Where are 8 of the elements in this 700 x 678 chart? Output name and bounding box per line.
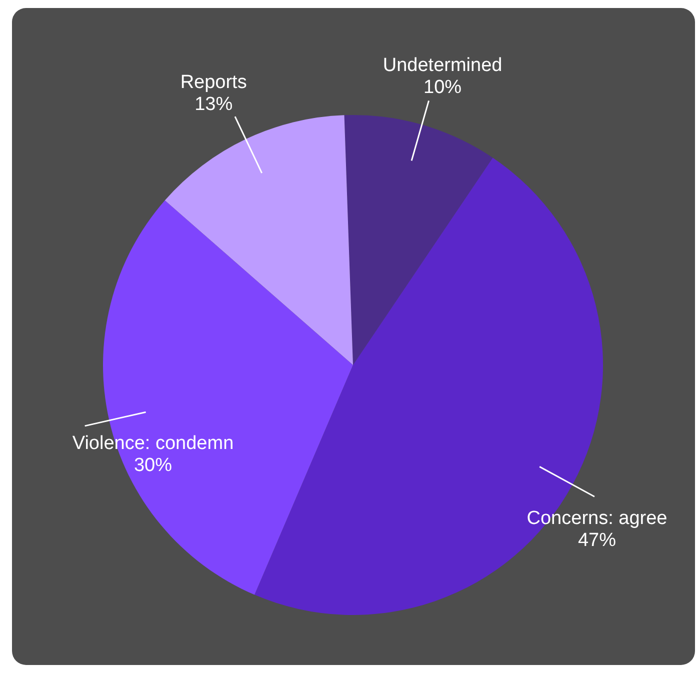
slice-label: Undetermined [382,55,502,76]
data-label: 47% [578,530,616,552]
pie-slice [344,115,493,365]
pie-slice [164,115,353,365]
data-label: 30% [134,454,172,476]
slice-label: Reports [180,72,247,93]
data-label: 13% [194,94,233,115]
data-label: 10% [424,76,462,98]
